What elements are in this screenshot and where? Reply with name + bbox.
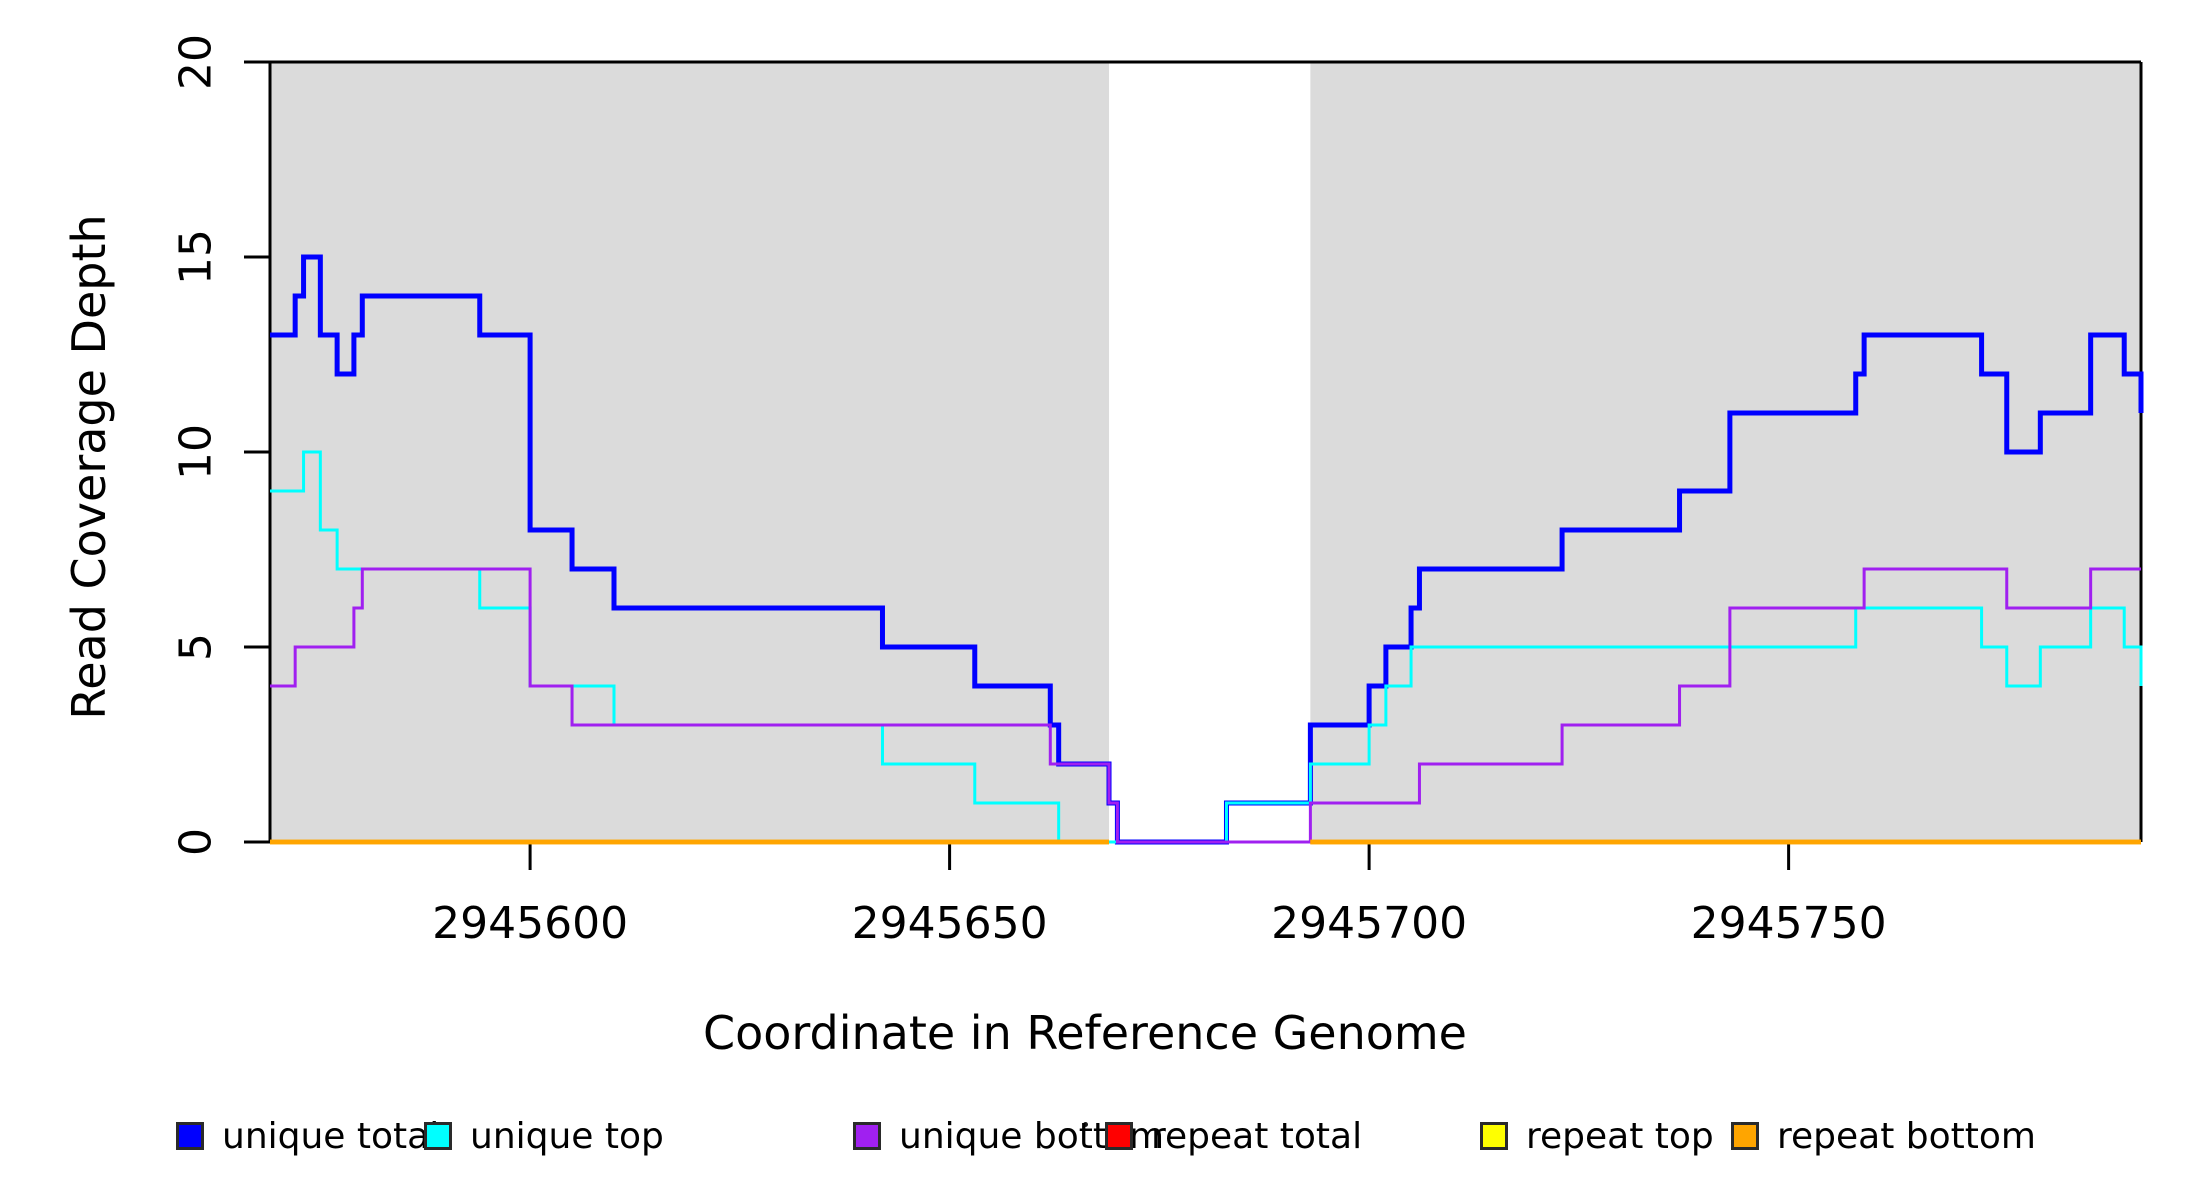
y-tick-label: 5	[170, 633, 222, 661]
shaded-region-0	[270, 62, 1110, 842]
legend-item-repeat-top: repeat top	[1480, 1115, 1714, 1157]
legend-label: repeat bottom	[1777, 1115, 2036, 1157]
series-unique-bottom	[270, 567, 2141, 844]
x-axis-title: Coordinate in Reference Genome	[703, 1006, 1467, 1060]
y-tick-label: 10	[170, 424, 222, 480]
x-tick-label: 2945700	[1271, 898, 1468, 949]
y-tick-label: 0	[170, 828, 222, 856]
shaded-region-1	[1310, 62, 2141, 842]
legend-item-repeat-total: repeat total	[1105, 1115, 1363, 1157]
legend-item-repeat-bottom: repeat bottom	[1731, 1115, 2036, 1157]
legend-item-unique-total: unique total	[176, 1115, 440, 1157]
legend-swatch-icon	[1731, 1122, 1759, 1150]
y-tick-label: 20	[170, 34, 222, 90]
legend-label: unique total	[222, 1115, 440, 1157]
legend-swatch-icon	[424, 1122, 452, 1150]
x-tick-label: 2945650	[851, 898, 1048, 949]
legend-swatch-icon	[176, 1122, 204, 1150]
stray-dot-mark	[1083, 1122, 1088, 1127]
x-tick-label: 2945750	[1690, 898, 1887, 949]
legend-swatch-icon	[853, 1122, 881, 1150]
legend-swatch-icon	[1480, 1122, 1508, 1150]
legend-swatch-icon	[1105, 1122, 1133, 1150]
legend-label: repeat total	[1151, 1115, 1363, 1157]
y-tick-label: 15	[170, 229, 222, 285]
y-axis-title: Read Coverage Depth	[62, 214, 116, 720]
legend-label: unique top	[470, 1115, 664, 1157]
legend-label: repeat top	[1526, 1115, 1714, 1157]
x-tick-label: 2945600	[432, 898, 629, 949]
legend-item-unique-top: unique top	[424, 1115, 664, 1157]
